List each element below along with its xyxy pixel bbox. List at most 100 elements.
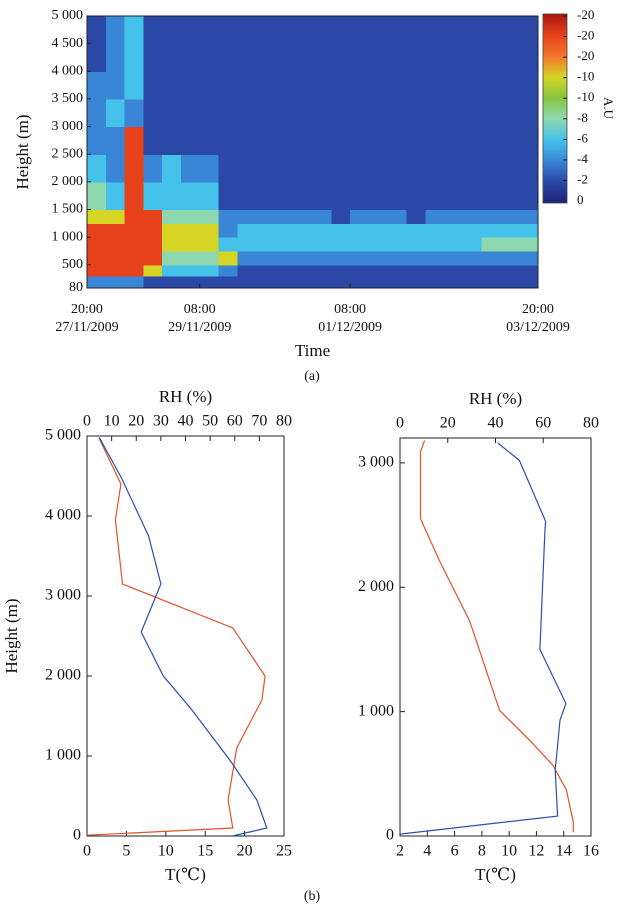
y-tick-label: 1 000 [52, 229, 84, 244]
x-axis-title: T(℃) [475, 865, 516, 884]
heat-cell [368, 71, 389, 100]
x-tick-label: 0 [83, 843, 91, 860]
heat-cell [312, 264, 332, 277]
heat-cell [350, 275, 370, 289]
x2-tick-label: 20 [128, 413, 144, 430]
heat-cell [199, 181, 220, 211]
heat-cell [444, 250, 464, 266]
x-tick-label: 20:00 [522, 302, 554, 317]
x2-axis-title: RH (%) [469, 389, 522, 408]
heat-cell [180, 16, 201, 72]
y-tick-label: 2 000 [52, 174, 84, 189]
heat-cell [444, 237, 464, 252]
x2-tick-label: 80 [583, 415, 599, 432]
heat-cell [237, 209, 257, 224]
heat-cell [444, 16, 464, 72]
heat-cell [350, 126, 370, 155]
heat-cell [256, 264, 276, 277]
x-tick-label: 27/11/2009 [55, 320, 118, 335]
heat-cell [331, 98, 351, 128]
heat-cell [274, 264, 295, 277]
heat-cell [180, 264, 201, 277]
heat-cell [444, 223, 464, 238]
heat-cell [500, 154, 520, 183]
heat-cell [124, 71, 144, 100]
heat-cell [124, 98, 144, 128]
heat-cell [368, 16, 389, 72]
heat-cell [387, 16, 408, 72]
heat-cell [331, 209, 351, 224]
x-tick-label: 20:00 [71, 302, 103, 317]
heat-cell [425, 126, 445, 155]
heat-cell [331, 237, 351, 252]
colorbar-tick-label: -6 [577, 130, 588, 145]
heat-cell [162, 275, 182, 289]
heat-cell [274, 181, 295, 211]
heat-cell [425, 181, 445, 211]
heat-cell [350, 16, 370, 72]
heat-cell [162, 237, 182, 252]
heat-cell [331, 126, 351, 155]
heat-cell [105, 98, 126, 128]
heat-cell [105, 181, 126, 211]
heat-cell [519, 98, 539, 128]
heat-cell [180, 209, 201, 224]
heat-cell [87, 250, 107, 266]
heat-cell [519, 250, 539, 266]
heat-cell [274, 223, 295, 238]
heat-cell [406, 98, 426, 128]
heat-cell [124, 237, 144, 252]
heat-cell [312, 98, 332, 128]
heat-cell [331, 71, 351, 100]
colorbar-title: A.U [601, 97, 616, 120]
caption: (a) [304, 369, 320, 384]
x2-tick-label: 50 [202, 413, 218, 430]
heat-cell [274, 154, 295, 183]
heat-cell [124, 126, 144, 155]
x2-tick-label: 20 [440, 415, 456, 432]
heat-cell [293, 154, 314, 183]
colorbar-tick-label: -20 [577, 48, 594, 63]
heat-cell [180, 223, 201, 238]
heat-cell [406, 275, 426, 289]
heat-cell [218, 181, 238, 211]
heat-cell [312, 71, 332, 100]
heat-cell [237, 181, 257, 211]
heat-cell [444, 181, 464, 211]
heat-cell [256, 209, 276, 224]
heat-cell [481, 209, 502, 224]
heat-cell [331, 181, 351, 211]
heat-cell [331, 250, 351, 266]
heat-cell [444, 209, 464, 224]
heat-cell [406, 16, 426, 72]
x-tick-label: 2 [396, 843, 404, 860]
heat-cell [519, 126, 539, 155]
heat-cell [180, 126, 201, 155]
heat-cell [143, 154, 163, 183]
heat-cell [124, 250, 144, 266]
y-tick-label: 4 000 [45, 507, 81, 524]
x-tick-label: 29/11/2009 [168, 320, 231, 335]
x2-tick-label: 60 [535, 415, 551, 432]
heat-cell [500, 16, 520, 72]
x2-tick-label: 40 [488, 415, 504, 432]
heat-cell [237, 16, 257, 72]
y-tick-label: 0 [73, 827, 81, 844]
x-tick-label: 12 [528, 843, 544, 860]
heat-cell [387, 181, 408, 211]
heat-cell [312, 237, 332, 252]
x-tick-label: 25 [276, 843, 292, 860]
heat-cell [218, 209, 238, 224]
heat-cell [406, 223, 426, 238]
heat-cell [331, 223, 351, 238]
y-tick-label: 0 [386, 827, 394, 844]
colorbar-tick-label: -20 [577, 28, 594, 43]
heat-cell [162, 126, 182, 155]
heat-cell [519, 154, 539, 183]
heat-cell [312, 223, 332, 238]
heat-cell [256, 126, 276, 155]
heat-cell [87, 181, 107, 211]
heat-cell [293, 223, 314, 238]
heat-cell [368, 264, 389, 277]
